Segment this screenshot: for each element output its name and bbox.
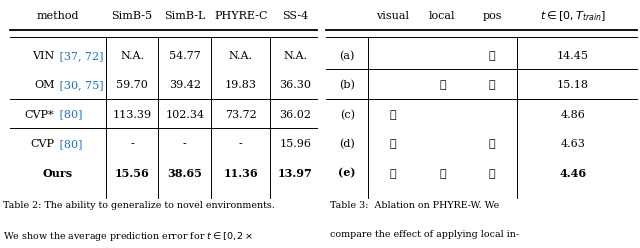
Text: 54.77: 54.77 — [169, 51, 201, 61]
Text: 11.36: 11.36 — [223, 168, 258, 179]
Text: 59.70: 59.70 — [116, 80, 148, 91]
Text: 4.86: 4.86 — [561, 110, 585, 120]
Text: 4.46: 4.46 — [559, 168, 586, 179]
Text: 15.56: 15.56 — [115, 168, 149, 179]
Text: 38.65: 38.65 — [168, 168, 202, 179]
Text: 39.42: 39.42 — [169, 80, 201, 91]
Text: Table 2: The ability to generalize to novel environments.: Table 2: The ability to generalize to no… — [3, 201, 275, 210]
Text: ✓: ✓ — [489, 51, 495, 61]
Text: Ours: Ours — [42, 168, 73, 179]
Text: ✓: ✓ — [489, 80, 495, 91]
Text: We show the average prediction error for $t \in [0, 2 \times$: We show the average prediction error for… — [3, 230, 253, 243]
Text: [30, 75]: [30, 75] — [56, 80, 104, 91]
Text: (d): (d) — [339, 139, 355, 149]
Text: ✓: ✓ — [439, 168, 445, 179]
Text: 36.30: 36.30 — [279, 80, 311, 91]
Text: pos: pos — [483, 11, 502, 21]
Text: OM: OM — [34, 80, 54, 91]
Text: SimB-L: SimB-L — [164, 11, 205, 21]
Text: 36.02: 36.02 — [279, 110, 311, 120]
Text: (c): (c) — [340, 110, 355, 120]
Text: ✓: ✓ — [439, 80, 445, 91]
Text: (a): (a) — [339, 51, 355, 61]
Text: (b): (b) — [339, 80, 355, 91]
Text: -: - — [183, 139, 187, 149]
Text: SimB-5: SimB-5 — [111, 11, 152, 21]
Text: local: local — [429, 11, 456, 21]
Text: ✓: ✓ — [390, 168, 396, 179]
Text: ✓: ✓ — [489, 139, 495, 149]
Text: N.A.: N.A. — [283, 51, 307, 61]
Text: SS-4: SS-4 — [282, 11, 308, 21]
Text: ✓: ✓ — [390, 110, 396, 120]
Text: [37, 72]: [37, 72] — [56, 51, 104, 61]
Text: 13.97: 13.97 — [278, 168, 312, 179]
Text: 15.18: 15.18 — [557, 80, 589, 91]
Text: ✓: ✓ — [489, 168, 495, 179]
Text: 4.63: 4.63 — [561, 139, 585, 149]
Text: N.A.: N.A. — [120, 51, 144, 61]
Text: [80]: [80] — [56, 139, 83, 149]
Text: VIN: VIN — [32, 51, 54, 61]
Text: 15.96: 15.96 — [279, 139, 311, 149]
Text: CVP: CVP — [30, 139, 54, 149]
Text: method: method — [36, 11, 79, 21]
Text: 113.39: 113.39 — [113, 110, 152, 120]
Text: [80]: [80] — [56, 110, 83, 120]
Text: ✓: ✓ — [390, 139, 396, 149]
Text: CVP*: CVP* — [25, 110, 54, 120]
Text: N.A.: N.A. — [229, 51, 253, 61]
Text: visual: visual — [376, 11, 410, 21]
Text: -: - — [239, 139, 243, 149]
Text: (e): (e) — [339, 168, 356, 179]
Text: Table 3:  Ablation on PHYRE-W. We: Table 3: Ablation on PHYRE-W. We — [330, 201, 499, 210]
Text: 19.83: 19.83 — [225, 80, 257, 91]
Text: compare the effect of applying local in-: compare the effect of applying local in- — [330, 230, 519, 239]
Text: -: - — [130, 139, 134, 149]
Text: 102.34: 102.34 — [165, 110, 204, 120]
Text: $t \in [0, T_{train}]$: $t \in [0, T_{train}]$ — [540, 9, 606, 23]
Text: PHYRE-C: PHYRE-C — [214, 11, 268, 21]
Text: 73.72: 73.72 — [225, 110, 257, 120]
Text: 14.45: 14.45 — [557, 51, 589, 61]
